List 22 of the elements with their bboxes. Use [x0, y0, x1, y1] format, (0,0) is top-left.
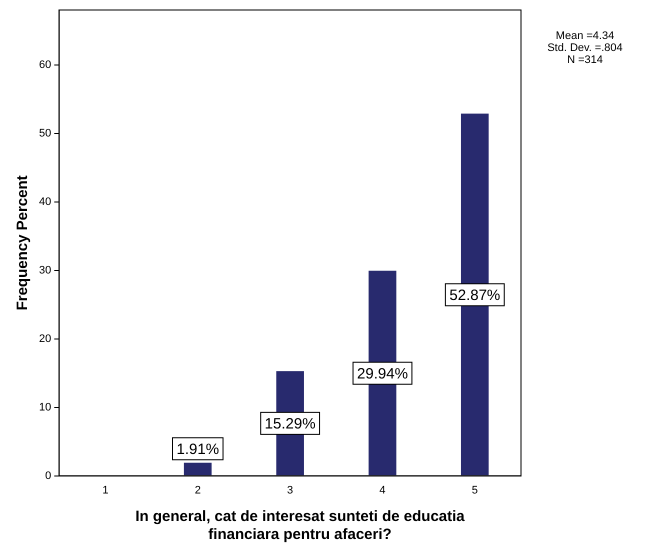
y-tick-label: 40 [38, 196, 52, 208]
x-tick-label: 1 [102, 484, 108, 496]
data-label: 1.91% [176, 440, 220, 458]
x-tick-label: 2 [194, 484, 201, 496]
y-axis-title: Frequency Percent [14, 175, 32, 310]
y-tick-label: 20 [38, 332, 52, 345]
data-label: 29.94% [357, 365, 408, 382]
y-tick-label: 30 [38, 264, 52, 276]
y-tick-label: 10 [38, 401, 52, 414]
y-tick-label: 60 [38, 58, 52, 71]
data-label: 15.29% [264, 416, 316, 433]
x-tick-label: 4 [379, 484, 386, 496]
x-tick-label: 3 [287, 484, 294, 496]
data-label: 52.87% [449, 286, 500, 304]
text: N =314 [566, 54, 604, 66]
y-tick-label: 0 [45, 470, 52, 482]
bar [184, 462, 212, 476]
text: Std. Dev. =.804 [546, 42, 624, 54]
text: Mean =4.34 [554, 30, 616, 42]
y-tick-label: 50 [38, 127, 52, 140]
x-axis-title: In general, cat de interesat sunteti de educatia financiara pentru afaceri? [134, 508, 466, 544]
x-tick-label: 5 [472, 484, 478, 496]
